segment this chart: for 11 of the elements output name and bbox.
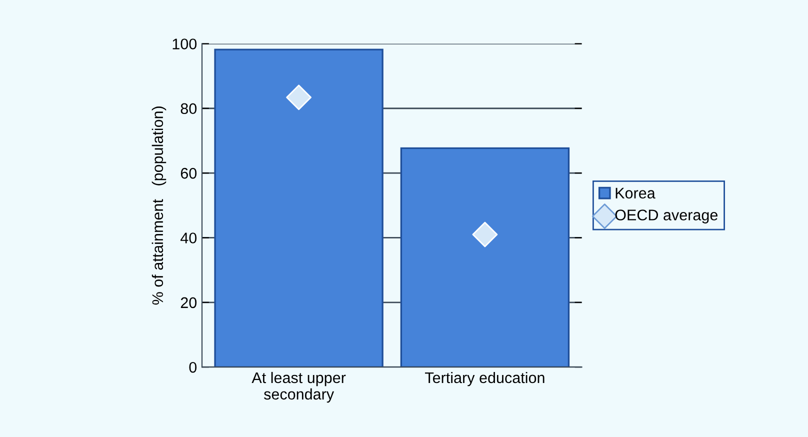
- y-tick-label: 40: [180, 232, 197, 244]
- x-tick-label: At least upper secondary: [252, 372, 346, 403]
- y-tick-label: 0: [189, 362, 197, 373]
- y-tick-label: 80: [180, 103, 197, 114]
- x-tick-label: Tertiary education: [425, 372, 544, 386]
- legend-label: Korea: [616, 188, 656, 199]
- legend-label: OECD average: [615, 210, 718, 224]
- y-axis-title: % of attainment (population): [152, 106, 166, 305]
- y-tick-label: 100: [172, 38, 197, 50]
- y-tick-label: 20: [180, 297, 197, 308]
- y-tick-label: 60: [180, 168, 197, 179]
